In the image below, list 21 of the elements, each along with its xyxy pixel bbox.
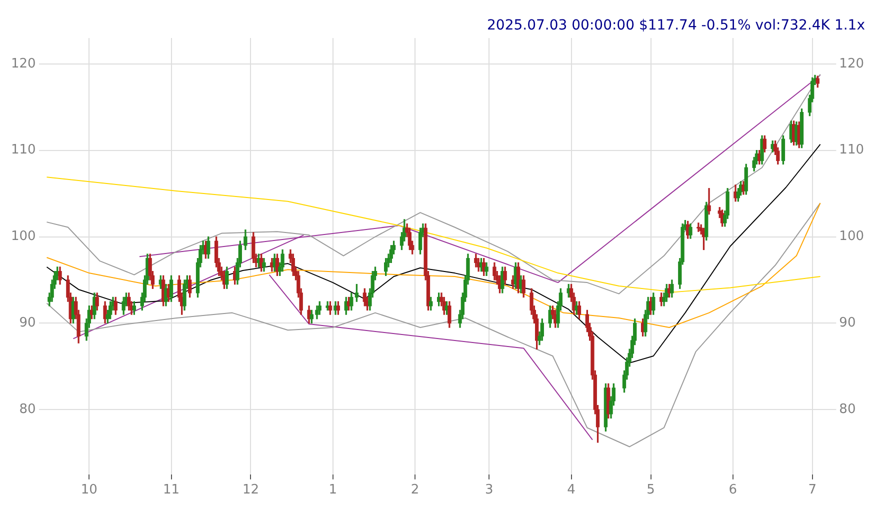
y2-tick-label: 80 (839, 402, 856, 417)
y-tick-label: 110 (10, 142, 36, 158)
x-tick-label: 5 (646, 482, 655, 498)
x-tick-label: 1 (328, 482, 337, 498)
y2-tick-label: 120 (839, 56, 864, 72)
x-tick-label: 12 (242, 482, 260, 498)
y-tick-label: 100 (10, 229, 36, 244)
chart-title: 2025.07.03 00:00:00 $117.74 -0.51% vol:732.4K 1.1x (487, 18, 865, 34)
x-tick-label: 4 (567, 482, 576, 498)
x-tick-label: 6 (728, 482, 738, 498)
y2-tick-label: 100 (839, 229, 864, 244)
x-tick-label: 10 (80, 482, 98, 498)
y-tick-label: 90 (19, 316, 36, 331)
x-tick-label: 3 (485, 482, 494, 498)
x-tick-label: 2 (410, 482, 420, 498)
x-tick-label: 7 (808, 482, 816, 498)
y-tick-label: 80 (19, 402, 36, 417)
x-tick-label: 11 (162, 482, 180, 498)
y2-tick-label: 110 (839, 142, 864, 158)
y-tick-label: 120 (10, 56, 36, 72)
y2-tick-label: 90 (839, 316, 856, 331)
